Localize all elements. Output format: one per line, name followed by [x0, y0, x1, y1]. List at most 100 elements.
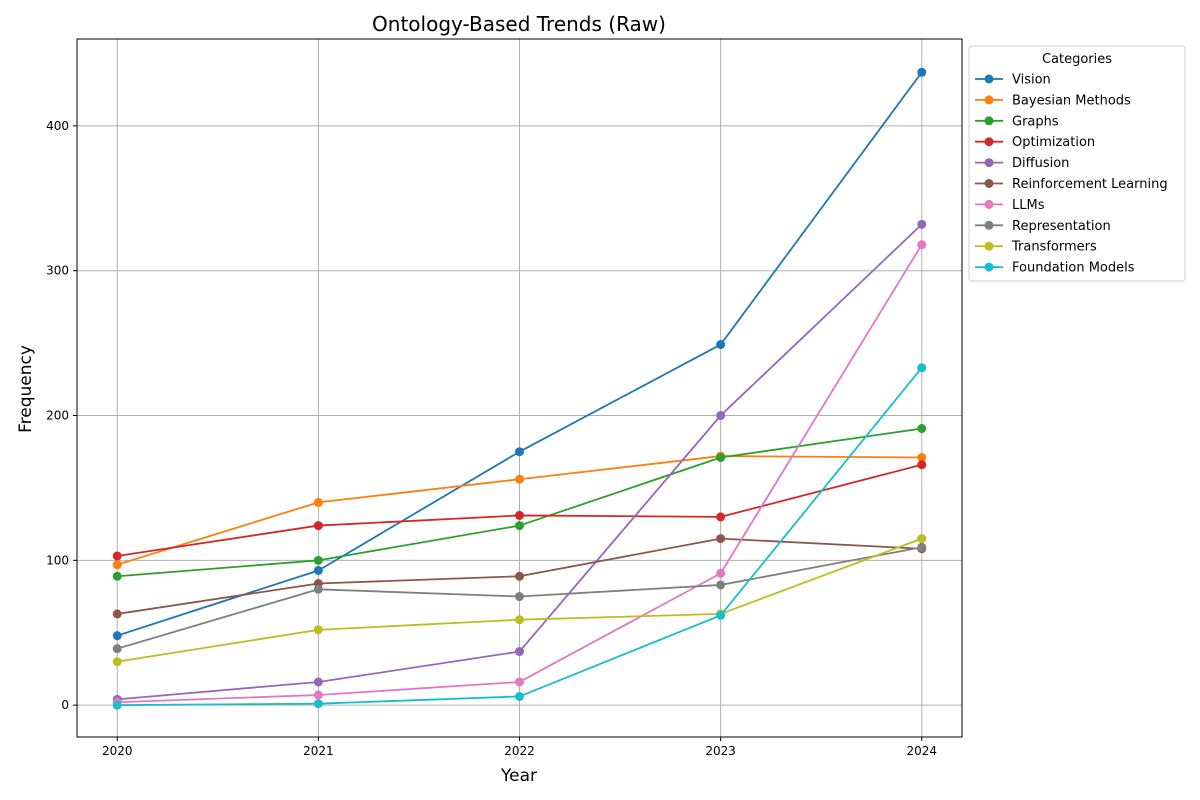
data-point [716, 512, 726, 522]
data-point [515, 447, 524, 457]
data-point [716, 534, 726, 544]
legend: Categories Vision Bayesian Methods Graphs O… [968, 45, 1186, 282]
legend-marker [984, 95, 994, 105]
data-point [515, 510, 524, 520]
series-diffusion [112, 219, 927, 704]
data-point [313, 521, 323, 531]
data-point [716, 568, 726, 578]
data-point [313, 677, 323, 687]
data-point [313, 565, 323, 575]
x-tick-label: 2021 [303, 744, 334, 758]
series-vision [112, 67, 927, 641]
data-point [917, 67, 927, 77]
legend-label: Reinforcement Learning [1012, 177, 1168, 192]
legend-marker [984, 137, 994, 147]
data-point [313, 690, 323, 700]
chart-title: Ontology-Based Trends (Raw) [372, 12, 666, 36]
data-point [515, 615, 524, 625]
legend-marker [984, 74, 994, 84]
legend-item: Representation [975, 219, 1111, 234]
y-tick-label: 0 [61, 698, 69, 712]
legend-label: LLMs [1012, 198, 1045, 213]
data-point [112, 560, 122, 570]
legend-label: Bayesian Methods [1012, 93, 1131, 108]
data-point [716, 580, 726, 590]
data-point [917, 363, 927, 373]
data-point [515, 677, 524, 687]
x-tick-label: 2022 [504, 744, 535, 758]
y-axis-title: Frequency [16, 345, 36, 433]
series-foundation-models [112, 363, 927, 710]
legend-label: Optimization [1012, 135, 1095, 150]
legend-label: Diffusion [1012, 156, 1069, 171]
data-point [917, 424, 927, 434]
data-point [313, 625, 323, 635]
legend-item: Bayesian Methods [975, 93, 1131, 108]
legend-label: Representation [1012, 219, 1111, 234]
x-axis-title: Year [500, 766, 537, 786]
legend-item: Optimization [975, 135, 1095, 150]
legend-item: Vision [975, 73, 1051, 88]
legend-marker [984, 220, 994, 230]
legend-item: Transformers [975, 240, 1097, 255]
series-graphs [112, 424, 927, 581]
legend-item: Diffusion [975, 156, 1069, 171]
data-point [716, 610, 726, 620]
legend-label: Transformers [1011, 240, 1097, 255]
data-point [313, 584, 323, 594]
data-point [112, 551, 122, 561]
x-tick-label: 2023 [705, 744, 736, 758]
data-point [112, 571, 122, 581]
legend-item: Reinforcement Learning [975, 177, 1168, 192]
series-optimization [112, 460, 927, 561]
data-point [716, 340, 726, 350]
legend-items: Vision Bayesian Methods Graphs Optimization… [975, 73, 1168, 276]
legend-marker [984, 158, 994, 168]
data-point [917, 453, 927, 463]
data-point [313, 699, 323, 709]
legend-label: Graphs [1012, 114, 1059, 129]
legend-item: Foundation Models [975, 261, 1135, 276]
data-point [917, 542, 927, 552]
data-point [515, 592, 524, 602]
grid [77, 39, 962, 737]
legend-item: LLMs [975, 198, 1045, 213]
y-tick-label: 200 [46, 409, 69, 423]
data-point [515, 647, 524, 657]
legend-marker [984, 241, 994, 251]
data-point [112, 644, 122, 654]
legend-label: Vision [1012, 73, 1051, 88]
x-tick-label: 2020 [102, 744, 133, 758]
data-point [917, 534, 927, 544]
data-point [716, 453, 726, 463]
legend-marker [984, 262, 994, 272]
data-point [515, 474, 524, 484]
data-point [515, 571, 524, 581]
series-representation [112, 542, 927, 654]
data-point [515, 691, 524, 701]
axis-ticks: 2020 2021 2022 2023 2024 0 100 200 300 400 [46, 119, 937, 758]
data-point [112, 700, 122, 710]
data-point [313, 497, 323, 507]
data-point [313, 555, 323, 565]
legend-marker [984, 116, 994, 126]
legend-frame [968, 45, 1186, 282]
data-point [917, 219, 927, 229]
data-point [917, 240, 927, 250]
plot-series [112, 67, 927, 710]
legend-marker [984, 179, 994, 188]
data-point [917, 460, 927, 470]
legend-item: Graphs [975, 114, 1059, 129]
data-point [515, 521, 524, 531]
y-tick-label: 100 [46, 553, 69, 567]
legend-label: Foundation Models [1012, 261, 1135, 276]
data-point [112, 609, 122, 619]
data-point [112, 657, 122, 667]
legend-title: Categories [1042, 52, 1112, 67]
y-tick-label: 400 [46, 119, 69, 133]
y-tick-label: 300 [46, 264, 69, 278]
legend-marker [984, 199, 994, 209]
data-point [112, 631, 122, 641]
data-point [716, 411, 726, 421]
